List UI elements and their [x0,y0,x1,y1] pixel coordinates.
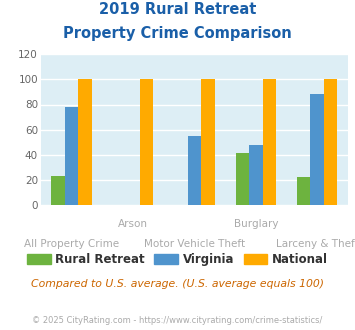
Text: Burglary: Burglary [234,219,278,229]
Text: 2019 Rural Retreat: 2019 Rural Retreat [99,2,256,16]
Bar [51,176,65,205]
Bar [201,80,215,205]
Bar [249,145,263,205]
Legend: Rural Retreat, Virginia, National: Rural Retreat, Virginia, National [22,248,333,271]
Text: Motor Vehicle Theft: Motor Vehicle Theft [144,239,245,249]
Text: Compared to U.S. average. (U.S. average equals 100): Compared to U.S. average. (U.S. average … [31,279,324,289]
Text: © 2025 CityRating.com - https://www.cityrating.com/crime-statistics/: © 2025 CityRating.com - https://www.city… [32,316,323,325]
Text: All Property Crime: All Property Crime [24,239,119,249]
Bar [263,80,276,205]
Bar [297,177,310,205]
Text: Larceny & Theft: Larceny & Theft [276,239,355,249]
Text: Property Crime Comparison: Property Crime Comparison [63,26,292,41]
Bar [78,80,92,205]
Bar [235,153,249,205]
Bar [140,80,153,205]
Text: Arson: Arson [118,219,148,229]
Bar [65,107,78,205]
Bar [324,80,338,205]
Bar [310,94,324,205]
Bar [187,136,201,205]
